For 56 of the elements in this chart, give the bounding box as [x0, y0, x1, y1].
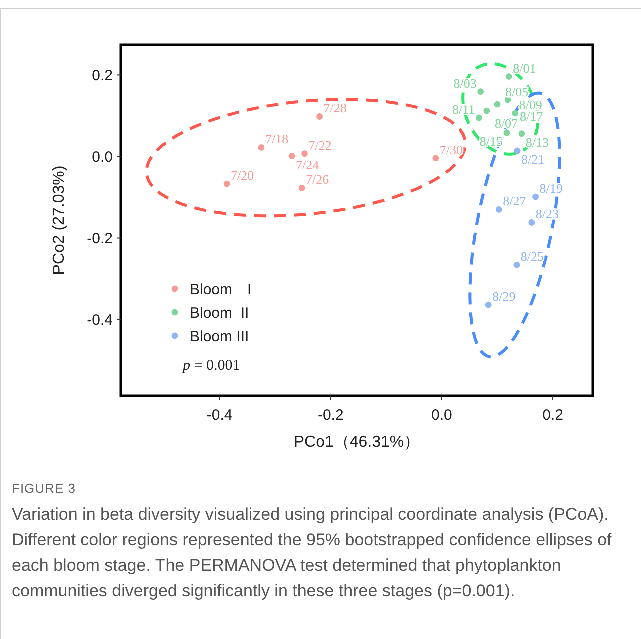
point [478, 88, 484, 96]
annotation: 7/18 [265, 132, 289, 147]
point [288, 153, 296, 160]
annotation: 7/24 [296, 157, 320, 172]
annotation: p = 0.001 [182, 358, 240, 374]
annotation: 8/27 [503, 194, 527, 209]
x-tick-label: -0.4 [206, 407, 233, 424]
point [518, 130, 526, 138]
point [258, 144, 265, 151]
point [506, 74, 512, 80]
y-tick-label: 0.2 [92, 67, 113, 84]
annotation: 8/21 [521, 152, 545, 167]
caption: FIGURE 3 [12, 481, 76, 496]
annotation: 8/11 [452, 102, 476, 117]
annotation: 7/20 [231, 168, 254, 184]
point [504, 130, 510, 136]
point [302, 150, 308, 158]
point [514, 148, 521, 154]
point [514, 262, 520, 268]
legend-label: Bloom I [190, 281, 252, 298]
annotation: 7/28 [324, 100, 347, 116]
annotation: 8/03 [454, 76, 477, 91]
annotation: 8/23 [536, 206, 560, 222]
point [432, 155, 440, 162]
legend-label: Bloom II [190, 304, 250, 322]
y-tick-label: -0.2 [87, 230, 113, 248]
x-tick-label: -0.2 [318, 407, 344, 424]
annotation: 7/30 [440, 142, 463, 158]
x-axis-title: PCo1（46.31%） [294, 434, 420, 451]
text: Variation in beta diversity visualized using principal coordinate analysis (PCoA). Different color regions represented the 95% bootstrapped confidence ellipses of each bloom stage. The PERMANOVA test determined that phytoplankton communities diverged significantly in these three stages (p=0.001). [12, 505, 612, 600]
annotation: 8/29 [492, 289, 516, 304]
point [484, 108, 490, 114]
y-axis-title: PCo2 (27.03%) [51, 166, 68, 276]
annotation: 8/25 [520, 249, 544, 264]
point [496, 206, 502, 213]
x-tick-label: 0.0 [432, 407, 452, 424]
annotation: 8/19 [540, 181, 563, 196]
point [528, 220, 536, 226]
y-tick-label: -0.4 [87, 312, 113, 330]
point [316, 114, 323, 120]
y-tick-label: 0.0 [92, 148, 113, 166]
point [485, 302, 492, 308]
annotation: 8/01 [513, 60, 536, 76]
x-tick-label: 0.2 [542, 407, 564, 424]
annotation: 8/17 [520, 109, 544, 124]
annotation: 7/22 [308, 138, 332, 153]
annotation: 8/05 [505, 84, 529, 100]
point [532, 194, 540, 200]
annotation: 8/13 [526, 134, 550, 150]
legend-label: Bloom III [190, 328, 250, 346]
point [494, 101, 501, 108]
point [476, 114, 482, 122]
point [224, 180, 230, 188]
point [298, 184, 306, 192]
annotation: 7/26 [306, 172, 330, 188]
point [512, 110, 518, 117]
